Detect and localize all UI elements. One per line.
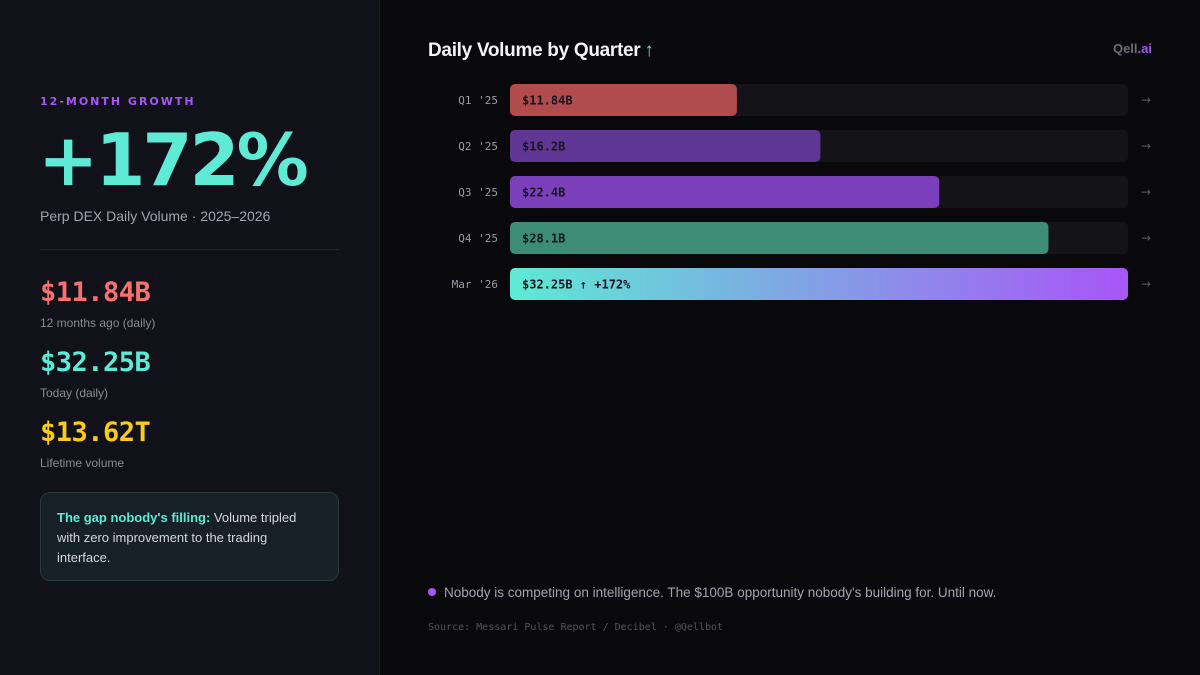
stat-today: $32.25B Today (daily) bbox=[40, 347, 151, 400]
bar-value-label: $11.84B bbox=[522, 94, 573, 108]
brand-logo: Qell.ai bbox=[1113, 41, 1152, 56]
arrow-up-icon: ↑ bbox=[644, 40, 654, 61]
row-arrow-icon: → bbox=[1141, 231, 1151, 245]
footnote: Nobody is competing on intelligence. The… bbox=[428, 585, 996, 600]
chart-title: Daily Volume by Quarter ↑ bbox=[428, 40, 654, 62]
row-arrow-icon: → bbox=[1141, 185, 1151, 199]
stat-value: $32.25B bbox=[40, 347, 151, 378]
bar bbox=[510, 268, 1128, 300]
bullet-dot-icon bbox=[428, 588, 436, 596]
sidebar: 12-MONTH GROWTH +172% Perp DEX Daily Vol… bbox=[0, 0, 380, 675]
category-label: Q2 '25 bbox=[458, 140, 498, 153]
footnote-text: Nobody is competing on intelligence. The… bbox=[444, 585, 997, 600]
stat-lifetime: $13.62T Lifetime volume bbox=[40, 417, 151, 470]
stat-value: $13.62T bbox=[40, 417, 151, 448]
bar bbox=[510, 130, 821, 162]
source-note: Source: Messari Pulse Report / Decibel ·… bbox=[428, 622, 724, 633]
bar-value-label: $22.4B bbox=[522, 186, 565, 200]
stat-year-ago: $11.84B 12 months ago (daily) bbox=[40, 279, 155, 330]
chart-title-text: Daily Volume by Quarter bbox=[428, 40, 641, 61]
bar-chart: Q1 '25 $11.84B → Q2 '25 $16.2B → Q3 '25 $22.4B →… bbox=[452, 84, 1151, 300]
bar-value-label: $32.25B ↑ +172% bbox=[522, 278, 631, 292]
category-label: Q4 '25 bbox=[458, 232, 498, 245]
brand-suffix: .ai bbox=[1137, 41, 1152, 56]
callout-lead: The gap nobody's filling: bbox=[57, 510, 211, 525]
insight-callout: The gap nobody's filling: Volume tripled… bbox=[40, 492, 339, 581]
stat-label: 12 months ago (daily) bbox=[40, 316, 156, 330]
stat-value: $11.84B bbox=[40, 277, 151, 308]
bar-value-label: $28.1B bbox=[522, 232, 565, 246]
hero-subtitle: Perp DEX Daily Volume · 2025–2026 bbox=[40, 208, 271, 224]
bar bbox=[510, 176, 940, 208]
row-arrow-icon: → bbox=[1141, 139, 1151, 153]
bar-value-label: $16.2B bbox=[522, 140, 565, 154]
stat-label: Lifetime volume bbox=[40, 456, 125, 470]
category-label: Q3 '25 bbox=[458, 186, 498, 199]
sidebar-divider bbox=[40, 249, 339, 250]
category-label: Q1 '25 bbox=[458, 94, 498, 107]
callout-text: Volume tripled with zero improvement to … bbox=[57, 510, 297, 565]
category-label: Mar '26 bbox=[452, 278, 498, 291]
growth-hero-value: +172% bbox=[38, 118, 309, 202]
bar bbox=[510, 222, 1049, 254]
bars-layer: Q1 '25 $11.84B → Q2 '25 $16.2B → Q3 '25 $22.4B →… bbox=[452, 84, 1151, 300]
stat-label: Today (daily) bbox=[40, 386, 109, 400]
chart-panel: Q1 '25 $11.84B → Q2 '25 $16.2B → Q3 '25 $22.4B →… bbox=[380, 0, 1200, 675]
bar bbox=[510, 84, 737, 116]
brand-name: Qell bbox=[1112, 41, 1138, 56]
growth-eyebrow: 12-MONTH GROWTH bbox=[40, 95, 196, 108]
row-arrow-icon: → bbox=[1141, 277, 1151, 291]
row-arrow-icon: → bbox=[1141, 93, 1151, 107]
